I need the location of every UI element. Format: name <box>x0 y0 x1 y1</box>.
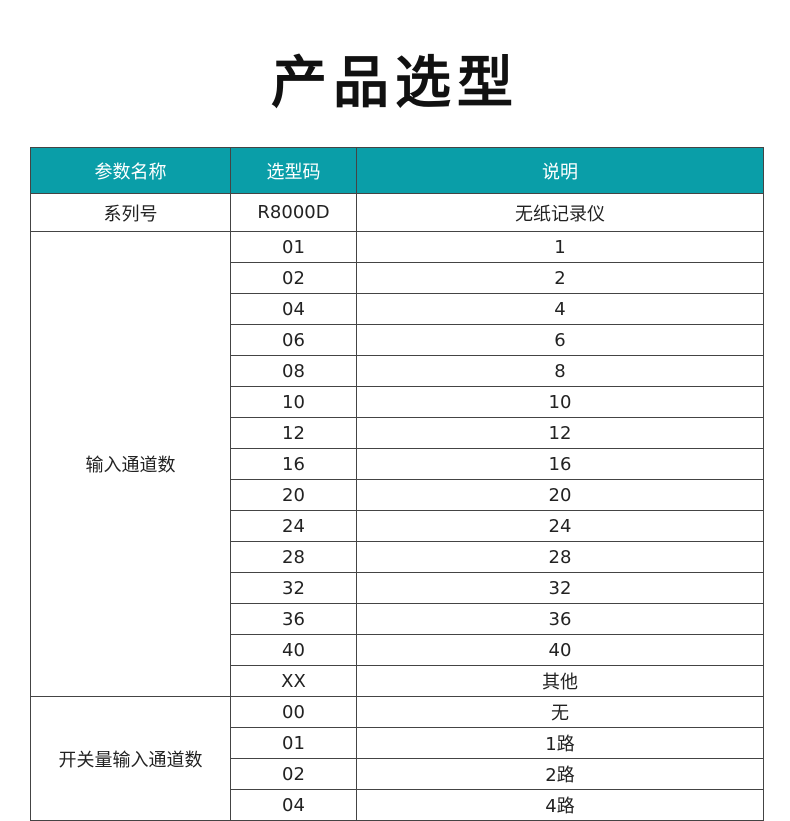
code: XX <box>230 665 357 697</box>
code: 40 <box>230 634 357 666</box>
code: 01 <box>230 231 357 263</box>
description: 无纸记录仪 <box>356 193 764 232</box>
code: 16 <box>230 448 357 480</box>
description: 2 <box>356 262 764 294</box>
table-row: 02 2 <box>31 262 764 294</box>
header-param-name: 参数名称 <box>30 147 231 194</box>
header-description: 说明 <box>356 147 764 194</box>
code: 00 <box>230 696 357 728</box>
table-row: 输入通道数 01 1 <box>30 231 764 697</box>
table-header: 参数名称 选型码 说明 <box>30 147 764 194</box>
code: 02 <box>230 758 357 790</box>
description: 10 <box>356 386 764 418</box>
description: 4 <box>356 293 764 325</box>
code: 10 <box>230 386 357 418</box>
table-row: 12 12 <box>31 417 764 449</box>
description: 无 <box>356 696 764 728</box>
description: 12 <box>356 417 764 449</box>
param-name: 输入通道数 <box>30 231 231 697</box>
description: 40 <box>356 634 764 666</box>
description: 20 <box>356 479 764 511</box>
table-row: 20 20 <box>31 479 764 511</box>
header-code: 选型码 <box>230 147 357 194</box>
table-row: 16 16 <box>31 448 764 480</box>
code: R8000D <box>230 193 357 232</box>
description: 其他 <box>356 665 764 697</box>
param-name: 开关量输入通道数 <box>30 696 231 821</box>
code: 08 <box>230 355 357 387</box>
description: 4路 <box>356 789 764 821</box>
description: 2路 <box>356 758 764 790</box>
table-row: 开关量输入通道数 00 无 <box>30 696 764 821</box>
code: 02 <box>230 262 357 294</box>
table-row: 40 40 <box>31 634 764 666</box>
table-row: 02 2路 <box>31 758 764 790</box>
description: 24 <box>356 510 764 542</box>
code: 24 <box>230 510 357 542</box>
code: 36 <box>230 603 357 635</box>
description: 16 <box>356 448 764 480</box>
table-row: XX 其他 <box>31 665 764 697</box>
description: 28 <box>356 541 764 573</box>
table-row: 36 36 <box>31 603 764 635</box>
code: 12 <box>230 417 357 449</box>
code: 04 <box>230 293 357 325</box>
code: 20 <box>230 479 357 511</box>
description: 8 <box>356 355 764 387</box>
table-row: 06 6 <box>31 324 764 356</box>
selection-table: 参数名称 选型码 说明 系列号 R8000D 无纸记录仪 输入通道数 01 1 02 2… <box>30 147 764 821</box>
code: 32 <box>230 572 357 604</box>
table-row: 系列号 R8000D 无纸记录仪 <box>30 193 764 232</box>
description: 1 <box>356 231 764 263</box>
code: 01 <box>230 727 357 759</box>
description: 36 <box>356 603 764 635</box>
page-title: 产品选型 <box>271 51 519 116</box>
description: 1路 <box>356 727 764 759</box>
code: 06 <box>230 324 357 356</box>
description: 6 <box>356 324 764 356</box>
code: 04 <box>230 789 357 821</box>
table-row: 32 32 <box>31 572 764 604</box>
code: 28 <box>230 541 357 573</box>
param-name: 系列号 <box>30 193 231 232</box>
description: 32 <box>356 572 764 604</box>
table-row: 01 1路 <box>31 727 764 759</box>
